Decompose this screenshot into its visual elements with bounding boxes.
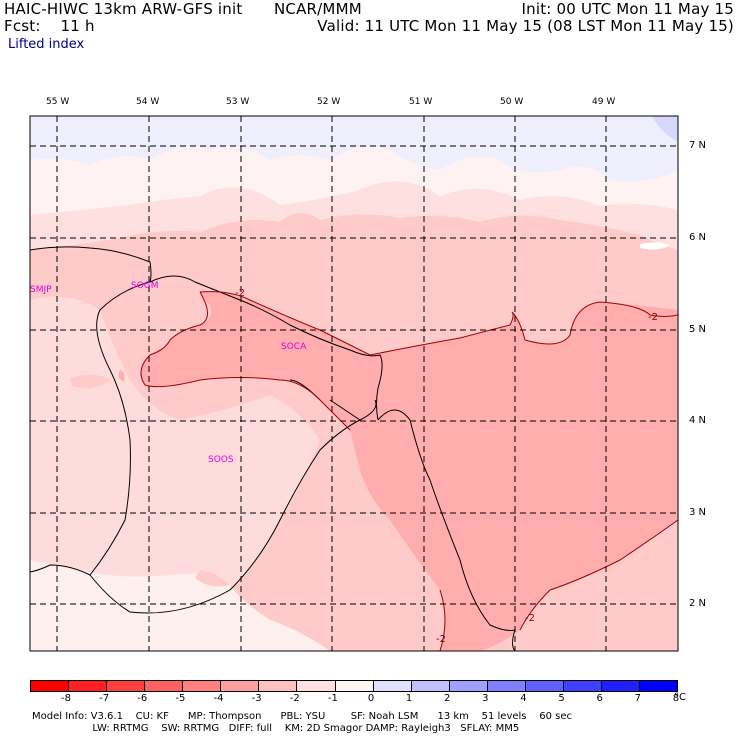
colorbar-swatch	[410, 681, 449, 691]
model-title: HAIC-HIWC 13km ARW-GFS init	[4, 0, 243, 18]
colorbar-tick-label: 2	[444, 693, 451, 704]
colorbar-tick-label: 0	[367, 693, 375, 704]
lat-label: 5 N	[689, 324, 707, 335]
lon-label: 55 W	[46, 97, 70, 107]
colorbar-tick-label: 5	[558, 693, 565, 704]
colorbar-swatch	[448, 681, 487, 691]
contour-minus2-d	[140, 291, 351, 431]
pale-patch-1	[195, 570, 230, 587]
border-west	[30, 281, 151, 576]
pale-patch-3	[640, 242, 670, 250]
colorbar-tick-label: 1	[405, 693, 413, 704]
colorbar-swatch	[220, 681, 259, 691]
field-name: Lifted index	[8, 37, 85, 52]
colorbar-tick-label: 8	[672, 693, 680, 704]
colorbar	[30, 680, 678, 692]
lat-label: 7 N	[689, 140, 707, 151]
init-time: Init: 00 UTC Mon 11 May 15	[521, 0, 734, 18]
station-soos: SOOS	[208, 455, 234, 465]
contour-minus2-b	[519, 519, 678, 631]
lon-label: 52 W	[317, 97, 341, 107]
lon-label: 51 W	[409, 97, 433, 107]
contour-label: -2	[235, 288, 245, 299]
colorbar-tick-label: -3	[251, 693, 262, 704]
station-smjp: SMJP	[30, 285, 52, 295]
colorbar-swatch	[486, 681, 525, 691]
colorbar-tick-label: 7	[634, 693, 641, 704]
forecast-hour: Fcst: 11 h	[4, 17, 95, 35]
land-pale-region	[30, 560, 330, 651]
colorbar-swatch	[562, 681, 601, 691]
lat-label: 2 N	[689, 598, 707, 609]
colorbar-swatch	[334, 681, 373, 691]
contour-minus2-a	[199, 291, 678, 356]
colorbar-tick-label: -2	[289, 693, 300, 704]
colorbar-swatch	[639, 681, 678, 691]
colorbar-tick-label: -4	[213, 693, 224, 704]
positive-region-north	[30, 116, 678, 182]
colorbar-swatch	[144, 681, 183, 691]
lon-label: 49 W	[592, 97, 616, 107]
valid-time: Valid: 11 UTC Mon 11 May 15 (08 LST Mon …	[317, 17, 734, 35]
colorbar-swatch	[524, 681, 563, 691]
land-blob-2	[118, 370, 125, 382]
land-blob	[150, 348, 170, 370]
colorbar-swatch	[68, 681, 107, 691]
pale-patch-2	[70, 374, 110, 388]
contour-label: -2	[436, 634, 446, 645]
lon-label: 53 W	[226, 97, 250, 107]
colorbar-swatch	[600, 681, 639, 691]
contour-minus2-c	[439, 589, 446, 651]
station-soca: SOCA	[281, 342, 307, 352]
lon-label: 54 W	[136, 97, 160, 107]
colorbar-swatch	[258, 681, 297, 691]
lon-label: 50 W	[500, 97, 524, 107]
map-frame	[29, 115, 679, 652]
negative-region-2	[141, 291, 678, 651]
colorbar-swatch	[296, 681, 335, 691]
lat-label: 4 N	[689, 415, 707, 426]
colorbar-tick-label: -1	[327, 693, 338, 704]
lat-label: 3 N	[689, 507, 707, 518]
colorbar-swatch	[31, 681, 69, 691]
org-label: NCAR/MMM	[274, 0, 362, 18]
colorbar-swatch	[372, 681, 411, 691]
station-sogm: SOGM	[131, 281, 159, 291]
colorbar-ticks: -8 -7 -6 -5 -4 -3 -2 -1 0 1 2 3 4 5 6 7 8	[30, 693, 679, 707]
colorbar-swatch	[106, 681, 145, 691]
colorbar-tick-label: 4	[520, 693, 527, 704]
colorbar-tick-label: -8	[61, 693, 72, 704]
colorbar-tick-label: -5	[175, 693, 186, 704]
model-info-line-1: Model Info: V3.6.1 CU: KF MP: Thompson P…	[32, 711, 572, 722]
colorbar-unit: °C	[674, 692, 686, 703]
colorbar-tick-label: 6	[596, 693, 603, 704]
contour-label: -2	[648, 312, 658, 323]
contour-label: -2	[525, 613, 535, 624]
colorbar-tick-label: -7	[99, 693, 110, 704]
model-info-line-2: LW: RRTMG SW: RRTMG DIFF: full KM: 2D Sm…	[32, 723, 520, 734]
lat-label: 6 N	[689, 232, 707, 243]
colorbar-tick-label: 3	[482, 693, 489, 704]
positive-region-corner	[652, 116, 678, 142]
colorbar-swatch	[182, 681, 221, 691]
colorbar-tick-label: -6	[137, 693, 148, 704]
coastline	[30, 246, 383, 421]
